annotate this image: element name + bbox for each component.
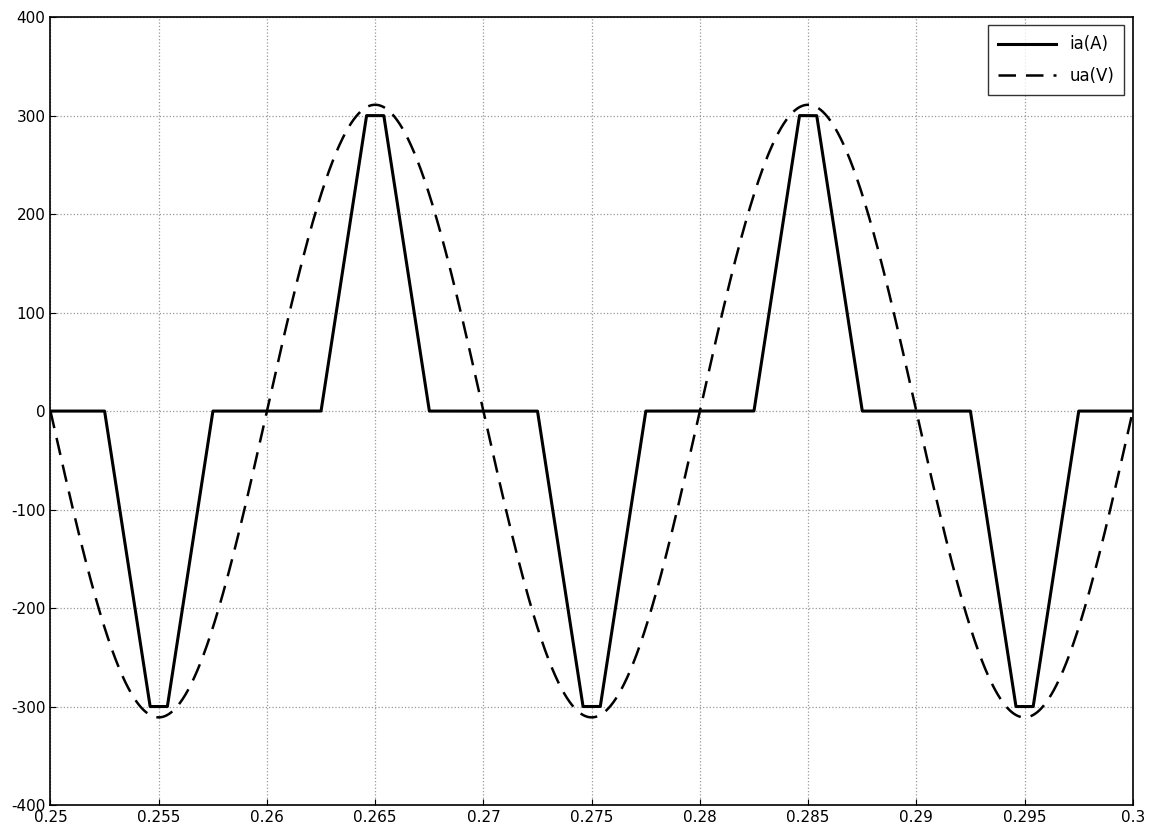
ia(A) <box>458 406 472 416</box>
ia(A) <box>360 110 373 120</box>
ia(A) <box>44 406 58 416</box>
ua(V) <box>44 406 58 416</box>
ua(V) <box>117 675 131 685</box>
Legend: ia(A), ua(V): ia(A), ua(V) <box>988 25 1125 94</box>
ua(V) <box>847 165 861 175</box>
ia(A) <box>143 701 157 711</box>
ua(V) <box>151 712 165 722</box>
ua(V) <box>631 646 645 656</box>
ia(A) <box>1126 406 1140 416</box>
ua(V) <box>369 99 383 110</box>
ia(A) <box>631 458 645 468</box>
ua(V) <box>458 325 472 335</box>
Line: ua(V): ua(V) <box>51 104 1133 717</box>
Line: ia(A): ia(A) <box>51 115 1133 706</box>
ia(A) <box>847 351 861 361</box>
ia(A) <box>117 533 131 543</box>
ia(A) <box>304 406 318 416</box>
ua(V) <box>1126 406 1140 416</box>
ua(V) <box>695 395 709 405</box>
ua(V) <box>304 224 318 234</box>
ia(A) <box>695 406 709 416</box>
